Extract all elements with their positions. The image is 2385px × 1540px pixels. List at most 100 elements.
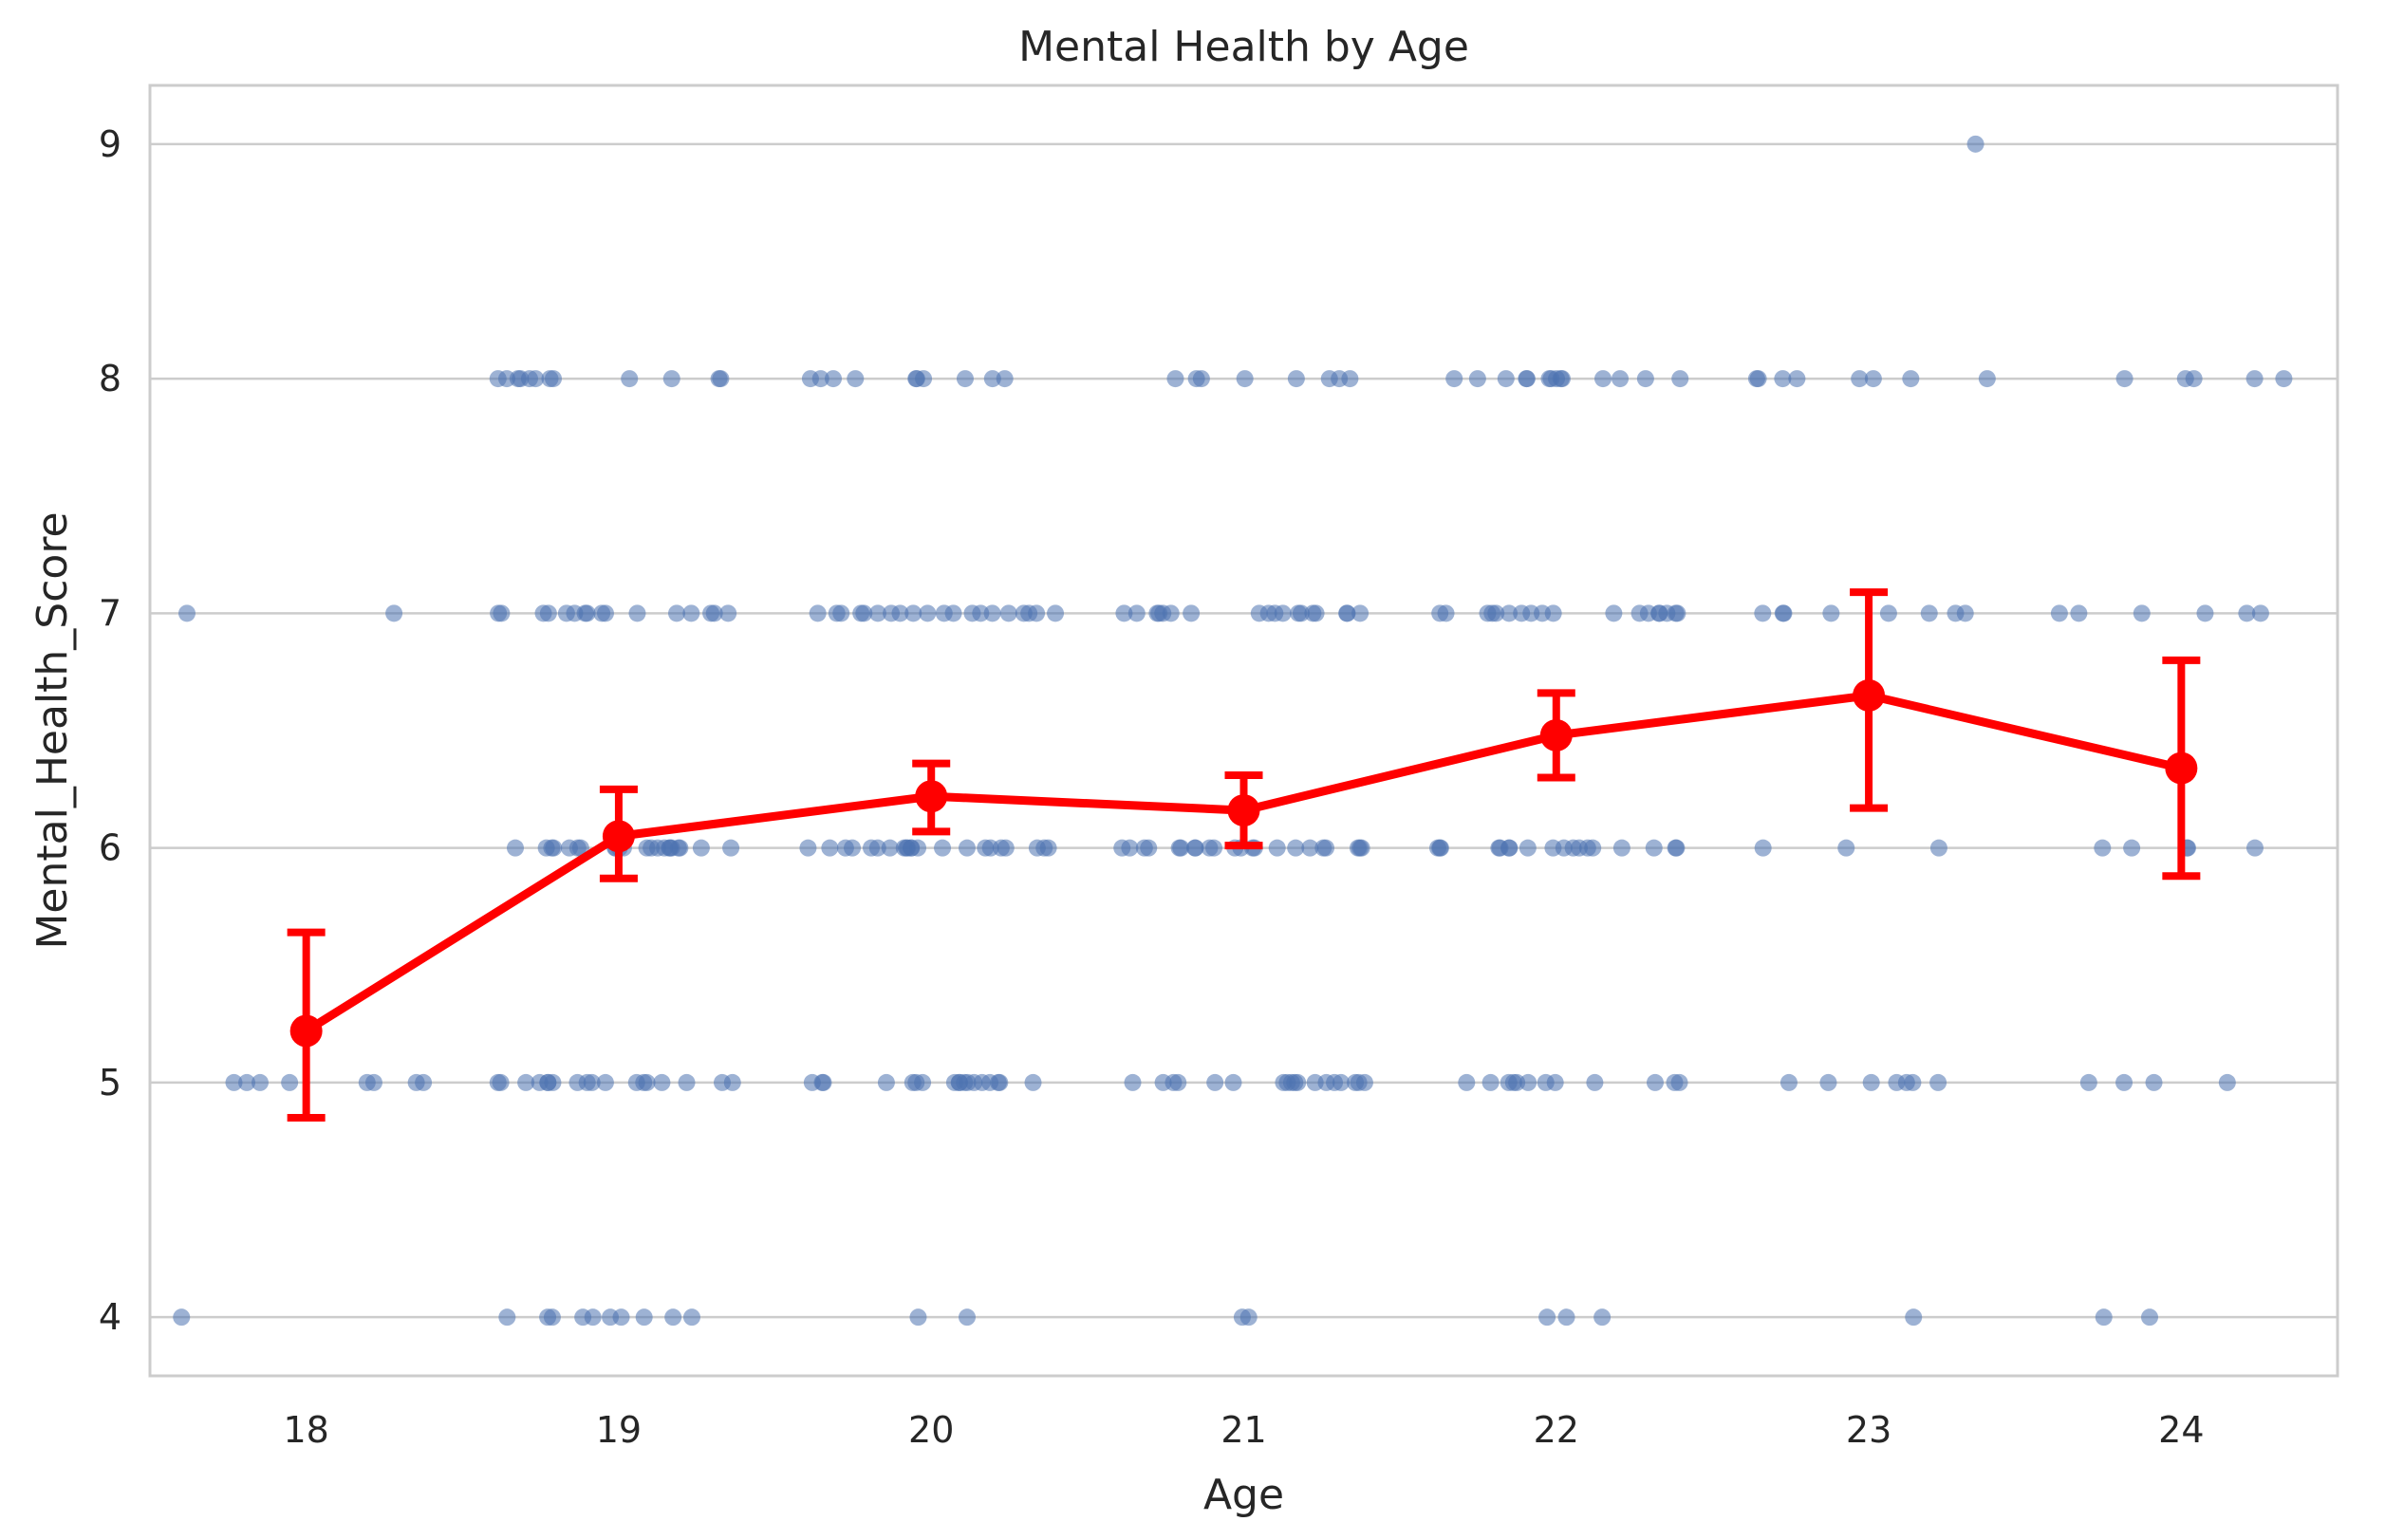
scatter-point-22-34 xyxy=(1431,604,1449,622)
scatter-point-21-51 xyxy=(1292,604,1310,622)
scatter-point-24-10 xyxy=(2094,839,2112,857)
scatter-point-22-62 xyxy=(1553,370,1571,388)
x-tick-label-19: 19 xyxy=(596,1409,642,1451)
scatter-point-22-58 xyxy=(1468,370,1486,388)
scatter-point-21-22 xyxy=(1301,839,1319,857)
scatter-point-21-13 xyxy=(1165,1073,1183,1091)
scatter-point-21-16 xyxy=(1224,1073,1242,1091)
scatter-point-21-35 xyxy=(1135,839,1153,857)
y-axis-label: Mental_Health_Score xyxy=(28,511,77,949)
scatter-point-24-17 xyxy=(2115,370,2133,388)
scatter-point-20-19 xyxy=(904,1073,922,1091)
mean-marker-22 xyxy=(1539,718,1573,751)
scatter-point-19-20 xyxy=(653,1073,671,1091)
scatter-point-20-45 xyxy=(983,604,1001,622)
scatter-point-23-11 xyxy=(1879,604,1897,622)
scatter-point-21-59 xyxy=(1338,604,1356,622)
scatter-point-23-10 xyxy=(1929,839,1947,857)
scatter-point-20-30 xyxy=(934,839,952,857)
scatter-point-20-14 xyxy=(803,1073,821,1091)
x-tick-label-23: 23 xyxy=(1846,1409,1891,1451)
scatter-point-20-52 xyxy=(919,604,937,622)
scatter-point-22-56 xyxy=(1518,370,1536,388)
scatter-point-24-12 xyxy=(2238,604,2256,622)
scatter-point-20-56 xyxy=(935,604,953,622)
x-tick-label-24: 24 xyxy=(2158,1409,2204,1451)
mean-marker-18 xyxy=(289,1014,323,1048)
scatter-point-18-10 xyxy=(385,604,403,622)
x-tick-label-21: 21 xyxy=(1220,1409,1266,1451)
scatter-point-18-3 xyxy=(225,1073,243,1091)
scatter-point-20-53 xyxy=(883,604,901,622)
scatter-point-19-45 xyxy=(560,839,578,857)
scatter-point-21-45 xyxy=(1250,604,1268,622)
scatter-point-19-27 xyxy=(568,1073,587,1091)
scatter-point-19-43 xyxy=(545,839,563,857)
scatter-point-20-42 xyxy=(868,604,886,622)
scatter-point-24-6 xyxy=(2245,839,2264,857)
scatter-point-22-59 xyxy=(1671,370,1689,388)
scatter-point-22-35 xyxy=(1500,604,1519,622)
scatter-point-20-60 xyxy=(1047,604,1065,622)
scatter-point-20-16 xyxy=(1024,1073,1042,1091)
scatter-point-23-25 xyxy=(1978,370,1996,388)
scatter-point-24-13 xyxy=(2196,604,2214,622)
scatter-point-22-54 xyxy=(1497,370,1515,388)
scatter-point-24-2 xyxy=(2079,1073,2097,1091)
scatter-point-23-3 xyxy=(1904,1073,1922,1091)
scatter-point-20-55 xyxy=(972,604,990,622)
scatter-point-21-18 xyxy=(1306,1073,1324,1091)
scatter-point-21-39 xyxy=(1205,839,1223,857)
scatter-point-23-4 xyxy=(1862,1073,1880,1091)
scatter-point-21-19 xyxy=(1286,1073,1304,1091)
scatter-point-22-61 xyxy=(1594,370,1612,388)
scatter-point-23-27 xyxy=(1966,135,1984,153)
scatter-point-20-18 xyxy=(965,1073,983,1091)
scatter-point-23-21 xyxy=(1788,370,1806,388)
scatter-point-19-68 xyxy=(621,370,639,388)
scatter-point-20-70 xyxy=(847,370,865,388)
scatter-point-20-62 xyxy=(824,370,842,388)
scatter-point-23-7 xyxy=(1819,1073,1837,1091)
scatter-point-19-25 xyxy=(635,1073,653,1091)
scatter-point-23-19 xyxy=(1864,370,1882,388)
x-axis-label: Age xyxy=(1203,1471,1284,1519)
scatter-point-22-4 xyxy=(1586,1073,1604,1091)
scatter-point-19-59 xyxy=(719,604,737,622)
scatter-point-19-8 xyxy=(584,1308,602,1327)
scatter-point-20-49 xyxy=(904,604,922,622)
scatter-point-18-7 xyxy=(238,1073,256,1091)
scatter-point-21-62 xyxy=(1236,370,1254,388)
y-tick-label-8: 8 xyxy=(99,358,121,399)
scatter-point-23-15 xyxy=(1947,604,1965,622)
x-tick-label-18: 18 xyxy=(283,1409,328,1451)
scatter-point-19-48 xyxy=(692,839,710,857)
scatter-point-22-44 xyxy=(1483,604,1501,622)
scatter-point-22-31 xyxy=(1428,839,1446,857)
scatter-point-21-67 xyxy=(1192,370,1210,388)
scatter-point-20-69 xyxy=(801,370,819,388)
scatter-point-24-16 xyxy=(2070,604,2088,622)
scatter-point-19-12 xyxy=(678,1073,696,1091)
scatter-point-19-3 xyxy=(498,1308,516,1327)
scatter-point-20-1 xyxy=(909,1308,927,1327)
scatter-point-21-17 xyxy=(1206,1073,1224,1091)
scatter-point-22-0 xyxy=(1557,1308,1575,1327)
scatter-point-21-53 xyxy=(1127,604,1146,622)
scatter-point-18-5 xyxy=(251,1073,269,1091)
scatter-point-19-23 xyxy=(723,1073,741,1091)
scatter-point-22-1 xyxy=(1538,1308,1556,1327)
chart-title: Mental Health by Age xyxy=(1018,23,1469,71)
scatter-point-19-9 xyxy=(539,1308,557,1327)
scatter-point-22-11 xyxy=(1481,1073,1500,1091)
scatter-point-23-17 xyxy=(1775,604,1793,622)
scatter-point-21-28 xyxy=(1317,839,1335,857)
scatter-point-21-30 xyxy=(1170,839,1188,857)
scatter-point-18-0 xyxy=(173,1308,191,1327)
scatter-point-19-75 xyxy=(541,370,559,388)
mean-marker-19 xyxy=(602,820,635,853)
scatter-point-20-36 xyxy=(958,839,976,857)
tick-layer: 4 5 6 7 8 9 18 19 20 21 22 23 24 xyxy=(99,123,2205,1451)
